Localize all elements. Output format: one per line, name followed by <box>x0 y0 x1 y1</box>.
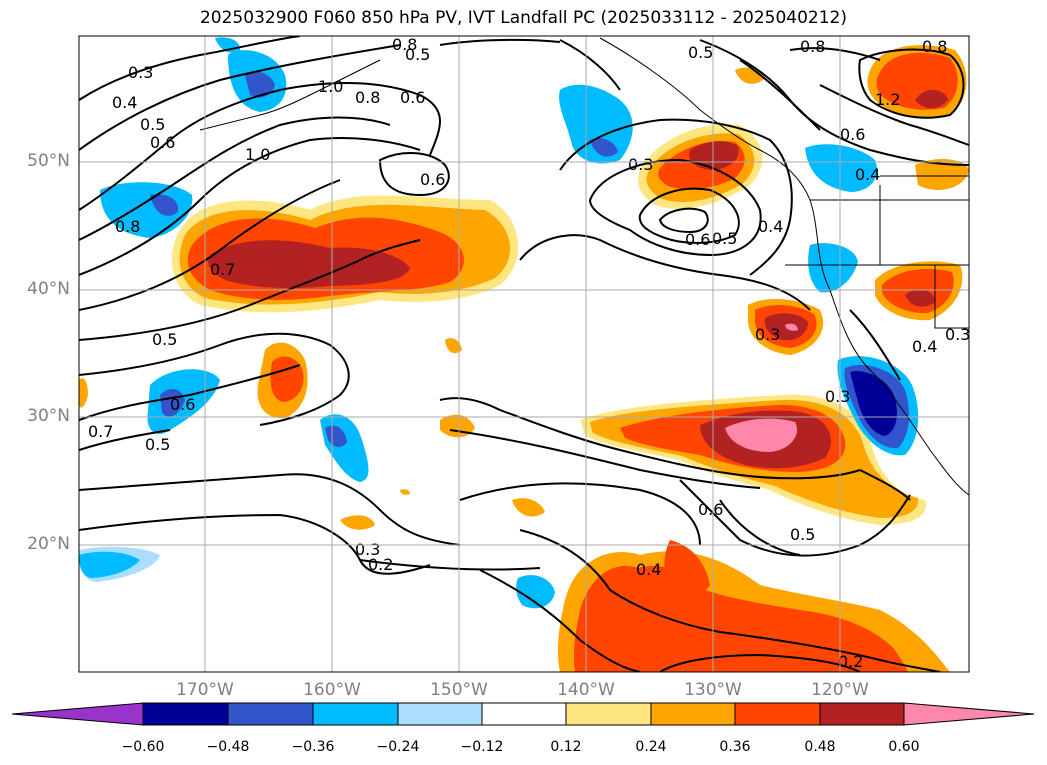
contour-label: 0.3 <box>755 325 780 344</box>
colorbar-tick: −0.48 <box>206 739 250 755</box>
lon-label: 120°W <box>811 680 869 700</box>
lon-label: 150°W <box>430 680 488 700</box>
contour-label: 0.8 <box>800 37 825 56</box>
contour-label: 1.0 <box>245 145 270 164</box>
colorbar-tick: 0.24 <box>635 739 667 755</box>
contour-label: 0.7 <box>88 422 113 441</box>
contour-label: 0.4 <box>112 93 137 112</box>
contour-label: 0.5 <box>145 435 170 454</box>
contour-label: 0.3 <box>825 387 850 406</box>
lat-label: 40°N <box>27 279 70 299</box>
contour-label: 0.8 <box>392 35 417 54</box>
colorbar-tick: 0.60 <box>888 739 920 755</box>
gridlines <box>79 36 969 672</box>
contour-label: 0.3 <box>628 155 653 174</box>
contour-label: 1.0 <box>318 77 343 96</box>
contour-label: 0.8 <box>115 217 140 236</box>
contour-label: 0.5 <box>140 115 165 134</box>
contour-label-group: 0.3 0.4 0.5 0.6 0.8 1.0 0.6 0.8 1.0 0.8 … <box>88 35 970 671</box>
lon-label: 140°W <box>557 680 615 700</box>
lat-label: 50°N <box>27 151 70 171</box>
contour-label: 0.6 <box>840 125 865 144</box>
contour-label: 0.5 <box>712 229 737 248</box>
contour-label: 0.8 <box>922 37 947 56</box>
colorbar-tick: −0.24 <box>376 739 420 755</box>
contour-label: 0.6 <box>685 230 710 249</box>
lon-label: 170°W <box>176 680 234 700</box>
colorbar-tick: −0.36 <box>291 739 335 755</box>
contour-label: 0.6 <box>150 133 175 152</box>
map-frame <box>78 35 970 673</box>
contour-label: 0.6 <box>698 500 723 519</box>
contour-label: 0.5 <box>405 45 430 64</box>
contour-label: 0.6 <box>420 170 445 189</box>
contour-label: 0.7 <box>210 260 235 279</box>
colorbar-tick: 0.48 <box>804 739 836 755</box>
contour-label: 0.5 <box>790 525 815 544</box>
map-title: 2025032900 F060 850 hPa PV, IVT Landfall… <box>199 8 847 28</box>
contour-label: 1.2 <box>875 90 900 109</box>
contour-label: 0.3 <box>128 63 153 82</box>
colorbar-tick: 0.12 <box>550 739 582 755</box>
lat-label: 20°N <box>27 534 70 554</box>
colorbar <box>11 702 1035 726</box>
contour-label: 0.6 <box>400 88 425 107</box>
contour-label: 0.5 <box>688 43 713 62</box>
shaded-field <box>79 37 969 672</box>
contour-label: 0.4 <box>636 560 661 579</box>
contour-label: 0.4 <box>855 165 880 184</box>
colorbar-tick: −0.12 <box>460 739 504 755</box>
contour-label: 0.3 <box>945 325 970 344</box>
colorbar-tick: −0.60 <box>121 739 165 755</box>
colorbar-extend-low <box>11 702 144 726</box>
lon-label: 130°W <box>684 680 742 700</box>
contour-lines <box>79 36 969 672</box>
contour-label: 0.4 <box>758 217 783 236</box>
colorbar-extend-high <box>903 702 1035 726</box>
contour-label: 0.6 <box>170 395 195 414</box>
contour-label: 0.5 <box>152 330 177 349</box>
contour-label: 0.2 <box>368 555 393 574</box>
contour-label: 0.4 <box>912 337 937 356</box>
contour-label: 0.2 <box>838 652 863 671</box>
colorbar-tick: 0.36 <box>719 739 751 755</box>
lon-label: 160°W <box>303 680 361 700</box>
contour-label: 0.8 <box>355 88 380 107</box>
lat-label: 30°N <box>27 406 70 426</box>
